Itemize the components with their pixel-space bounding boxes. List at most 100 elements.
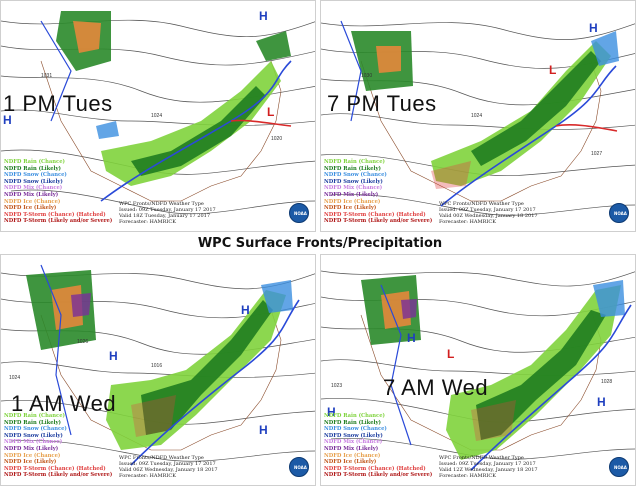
info-line: Valid 18Z Tuesday, January 17 2017 (119, 213, 211, 219)
isobar-value: 1030 (361, 73, 373, 79)
legend-item: NDFD Rain (Likely) (4, 165, 61, 172)
isobar-value: 1023 (331, 383, 343, 389)
legend-item: NDFD Snow (Likely) (4, 178, 63, 185)
legend-item: NDFD Mix (Chance) (4, 185, 63, 192)
info-line: Valid 12Z Wednesday, January 18 2017 (439, 467, 538, 473)
legend-item: NDFD Snow (Likely) (324, 178, 383, 185)
high-pressure-label: H (3, 113, 12, 127)
map-panel-7am-wed: 7 AM Wed H H H L 1023 1028 NDFD Rain (Ch… (320, 254, 636, 486)
legend-item: NDFD Mix (Chance) (324, 439, 383, 446)
legend-item: NDFD T-Storm (Chance) (Hatched) (324, 465, 426, 472)
time-label: 7 PM Tues (327, 91, 437, 116)
forecast-info: WPC Fronts/NDFD Weather Type Issued: 09Z… (119, 455, 218, 479)
info-line: WPC Fronts/NDFD Weather Type (439, 455, 524, 461)
isobar-value: 1024 (471, 113, 483, 119)
high-pressure-label: H (597, 395, 606, 409)
isobar-value: 1024 (9, 375, 21, 381)
logo-text: NOAA (294, 465, 307, 470)
isobar-value: 1016 (151, 363, 163, 369)
info-line: Forecaster: HAMRICK (439, 219, 496, 225)
legend-item: NDFD Ice (Likely) (324, 205, 377, 212)
time-label: 7 AM Wed (383, 375, 489, 400)
legend-item: NDFD Rain (Likely) (4, 419, 61, 426)
isobar-value: 1020 (271, 136, 283, 142)
logo-text: NOAA (294, 211, 307, 216)
info-line: Issued: 09Z Tuesday, January 17 2017 (119, 207, 216, 213)
high-pressure-label: H (109, 349, 118, 363)
precip-legend: NDFD Rain (Chance) NDFD Rain (Likely) ND… (4, 159, 112, 225)
legend-item: NDFD T-Storm (Likely and/or Severe) (4, 218, 113, 225)
legend-item: NDFD Mix (Chance) (4, 439, 63, 446)
legend-item: NDFD T-Storm (Chance) (Hatched) (4, 211, 106, 218)
map-panel-1pm-tues: 1 PM Tues H H L 1031 1024 1020 NDFD Rain… (0, 0, 316, 232)
legend-item: NDFD Rain (Likely) (324, 165, 381, 172)
legend-item: NDFD Rain (Likely) (324, 419, 381, 426)
legend-item: NDFD T-Storm (Likely and/or Severe) (324, 472, 433, 479)
info-line: Forecaster: HAMRICK (119, 219, 176, 225)
noaa-logo: NOAA (609, 203, 629, 223)
legend-item: NDFD Ice (Likely) (324, 459, 377, 466)
legend-item: NDFD Mix (Likely) (324, 446, 379, 453)
page-title: WPC Surface Fronts/Precipitation (197, 236, 443, 251)
noaa-logo: NOAA (609, 457, 629, 477)
high-pressure-label: H (589, 21, 598, 35)
precip-legend: NDFD Rain (Chance) NDFD Rain (Likely) ND… (4, 413, 112, 479)
info-line: Issued: 09Z Tuesday, January 17 2017 (119, 461, 216, 467)
legend-item: NDFD Ice (Chance) (4, 198, 61, 205)
legend-item: NDFD Mix (Likely) (324, 192, 379, 199)
forecast-info: WPC Fronts/NDFD Weather Type Issued: 09Z… (439, 455, 538, 479)
forecast-info: WPC Fronts/NDFD Weather Type Issued: 09Z… (119, 201, 216, 225)
precip-legend: NDFD Rain (Chance) NDFD Rain (Likely) ND… (324, 159, 432, 225)
legend-item: NDFD T-Storm (Likely and/or Severe) (4, 472, 113, 479)
map-graphic (1, 11, 315, 215)
time-label: 1 AM Wed (11, 391, 117, 416)
info-line: Forecaster: HAMRICK (119, 473, 176, 479)
isobar-value: 1024 (151, 113, 163, 119)
legend-item: NDFD Rain (Chance) (324, 413, 385, 420)
legend-item: NDFD Rain (Chance) (324, 159, 385, 166)
low-pressure-label: L (549, 63, 557, 77)
precip-legend: NDFD Rain (Chance) NDFD Rain (Likely) ND… (324, 413, 432, 479)
legend-item: NDFD Ice (Chance) (324, 198, 381, 205)
info-line: Issued: 09Z Tuesday, January 17 2017 (439, 207, 536, 213)
legend-item: NDFD T-Storm (Likely and/or Severe) (324, 218, 433, 225)
low-pressure-label: L (447, 347, 455, 361)
high-pressure-label: H (259, 423, 268, 437)
info-line: Forecaster: HAMRICK (439, 473, 496, 479)
info-line: Issued: 09Z Tuesday, January 17 2017 (439, 461, 536, 467)
info-line: WPC Fronts/NDFD Weather Type (119, 201, 204, 207)
legend-item: NDFD Ice (Chance) (4, 452, 61, 459)
legend-item: NDFD Mix (Likely) (4, 446, 59, 453)
legend-item: NDFD Snow (Likely) (324, 432, 383, 439)
isobar-value: 1028 (601, 379, 613, 385)
legend-item: NDFD Rain (Chance) (4, 159, 65, 166)
logo-text: NOAA (614, 211, 627, 216)
map-graphic (321, 270, 635, 471)
map-graphic (321, 20, 635, 216)
noaa-logo: NOAA (289, 457, 309, 477)
map-panel-1am-wed: 1 AM Wed H H H 1024 1026 1016 NDFD Rain … (0, 254, 316, 486)
time-label: 1 PM Tues (3, 91, 113, 116)
high-pressure-label: H (407, 331, 416, 345)
legend-item: NDFD Snow (Chance) (4, 426, 67, 433)
isobar-value: 1027 (591, 151, 603, 157)
legend-item: NDFD T-Storm (Chance) (Hatched) (4, 465, 106, 472)
forecast-info: WPC Fronts/NDFD Weather Type Issued: 09Z… (439, 201, 538, 225)
info-line: WPC Fronts/NDFD Weather Type (439, 201, 524, 207)
legend-item: NDFD Ice (Likely) (4, 459, 57, 466)
logo-text: NOAA (614, 465, 627, 470)
noaa-logo: NOAA (289, 203, 309, 223)
map-panel-7pm-tues: 7 PM Tues H L 1030 1024 1027 NDFD Rain (… (320, 0, 636, 232)
isobar-value: 1031 (41, 73, 53, 79)
high-pressure-label: H (327, 405, 336, 419)
info-line: Valid 06Z Wednesday, January 18 2017 (119, 467, 218, 473)
info-line: WPC Fronts/NDFD Weather Type (119, 455, 204, 461)
legend-item: NDFD Snow (Chance) (324, 172, 387, 179)
legend-item: NDFD Mix (Likely) (4, 192, 59, 199)
legend-item: NDFD Rain (Chance) (4, 413, 65, 420)
legend-item: NDFD Snow (Likely) (4, 432, 63, 439)
legend-item: NDFD Ice (Chance) (324, 452, 381, 459)
legend-item: NDFD Ice (Likely) (4, 205, 57, 212)
info-line: Valid 00Z Wednesday, January 18 2017 (439, 213, 538, 219)
low-pressure-label: L (267, 105, 275, 119)
